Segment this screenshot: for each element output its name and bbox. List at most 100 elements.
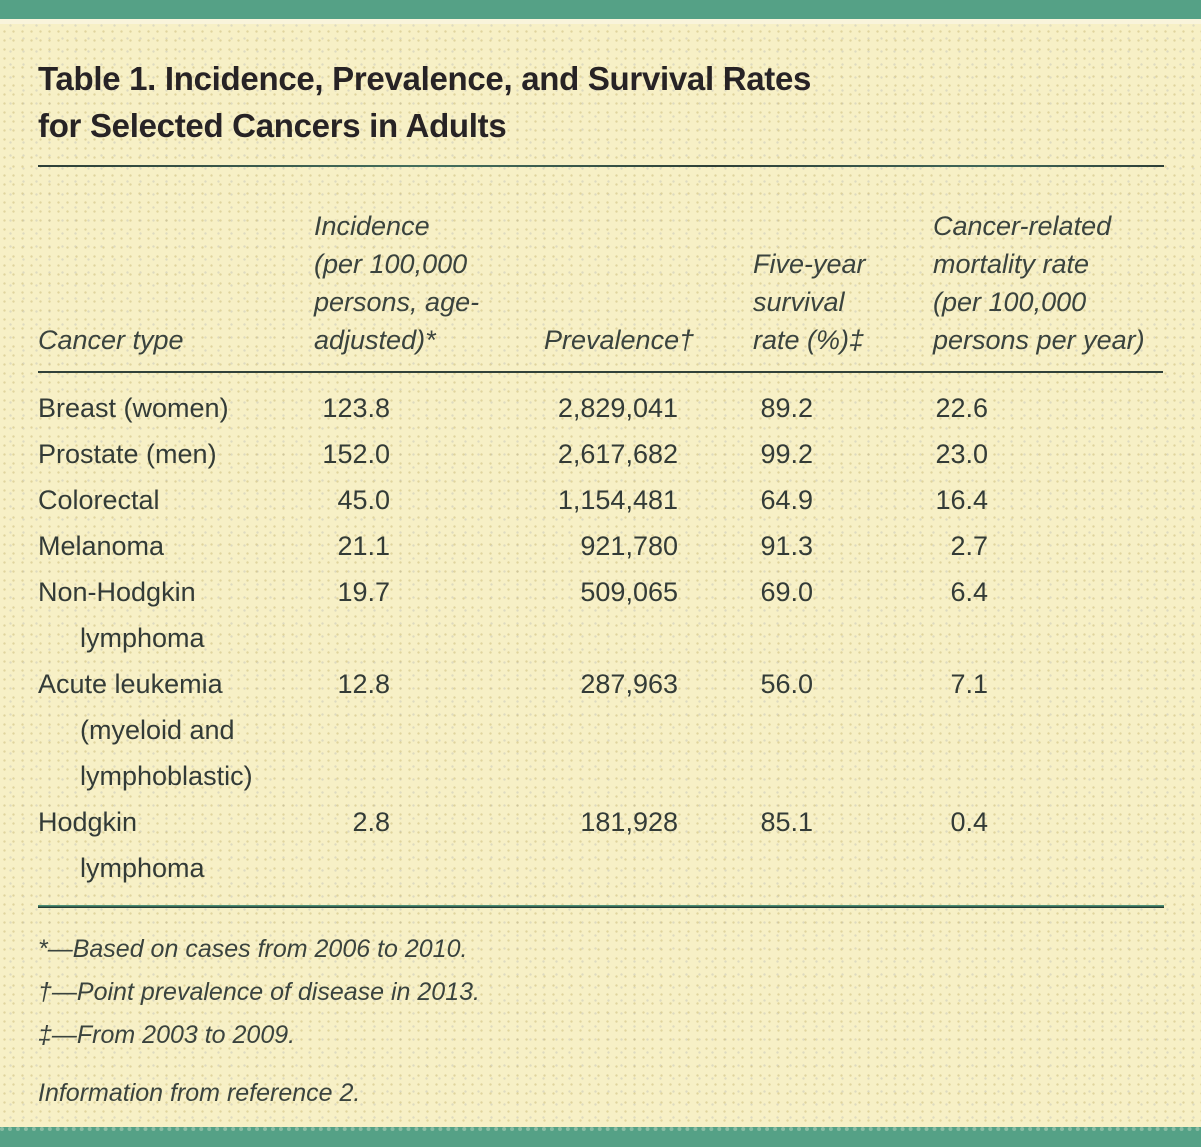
text-line: lymphoma [80,853,205,883]
source-note: Information from reference 2. [38,1079,361,1107]
survival-value: 91.3 [760,531,813,561]
cell-survival: 56.0 [753,661,933,799]
cell-survival: 99.2 [753,431,933,477]
cell-mortality: 16.4 [933,477,1163,523]
cell-incidence: 2.8 [314,799,544,891]
text-line: Cancer-related [933,211,1112,241]
col-header-survival: Five-year survival rate (%)‡ [753,207,933,373]
incidence-value: 2.8 [352,807,390,837]
text-line: Prostate (men) [38,439,217,469]
cell-prevalence: 2,617,682 [544,431,753,477]
cell-survival: 91.3 [753,523,933,569]
footnote-dagger: †—Point prevalence of disease in 2013. [38,978,480,1006]
col-header-mortality: Cancer-related mortality rate (per 100,000… [933,207,1163,373]
mortality-value: 22.6 [935,393,988,423]
table-body: Breast (women) 123.8 2,829,041 89.2 22.6 Pros… [38,372,1163,891]
survival-value: 64.9 [760,485,813,515]
cell-incidence: 152.0 [314,431,544,477]
prevalence-value: 509,065 [580,577,678,607]
cell-incidence: 12.8 [314,661,544,799]
cell-mortality: 22.6 [933,372,1163,431]
prevalence-value: 921,780 [580,531,678,561]
footnote-double-dagger: ‡—From 2003 to 2009. [38,1021,296,1049]
prevalence-value: 287,963 [580,669,678,699]
text-line: (per 100,000 [933,287,1087,317]
cell-incidence: 19.7 [314,569,544,661]
col-header-incidence: Incidence (per 100,000 persons, age-adjust… [314,207,544,373]
cell-prevalence: 1,154,481 [544,477,753,523]
table-row: Melanoma 21.1 921,780 91.3 2.7 [38,523,1163,569]
cell-survival: 69.0 [753,569,933,661]
mortality-value: 2.7 [950,531,988,561]
mortality-value: 6.4 [950,577,988,607]
mortality-value: 7.1 [950,669,988,699]
table-row: Non-Hodgkin lymphoma 19.7 509,065 69.0 6.4 [38,569,1163,661]
text-line: lymphoma [80,623,205,653]
incidence-value: 123.8 [322,393,390,423]
text-line: survival [753,287,845,317]
table-bottom-rule [38,905,1164,908]
prevalence-value: 2,829,041 [557,393,678,423]
cell-mortality: 23.0 [933,431,1163,477]
prevalence-value: 1,154,481 [557,485,678,515]
text-line: persons, age- [314,287,480,317]
table-title: Table 1. Incidence, Prevalence, and Surv… [38,55,1164,149]
cell-prevalence: 921,780 [544,523,753,569]
cell-cancer-type: Acute leukemia (myeloid and lymphoblastic) [38,661,314,799]
cell-cancer-type: Prostate (men) [38,431,314,477]
mortality-value: 16.4 [935,485,988,515]
prevalence-value: 2,617,682 [557,439,678,469]
text-line: Colorectal [38,485,160,515]
cell-survival: 64.9 [753,477,933,523]
cell-incidence: 123.8 [314,372,544,431]
text-line: Incidence [314,211,430,241]
cell-mortality: 0.4 [933,799,1163,891]
text-line: Hodgkin [38,807,138,837]
text-line: adjusted)* [314,325,436,355]
cell-cancer-type: Colorectal [38,477,314,523]
survival-value: 56.0 [760,669,813,699]
text-line: Acute leukemia [38,669,223,699]
table-row: Breast (women) 123.8 2,829,041 89.2 22.6 [38,372,1163,431]
cell-mortality: 6.4 [933,569,1163,661]
text-line: Five-year [753,249,866,279]
cell-prevalence: 287,963 [544,661,753,799]
text-line: Table 1. Incidence, Prevalence, and Surv… [38,60,812,97]
header-row: Cancer type Incidence (per 100,000 persons… [38,207,1163,373]
incidence-value: 45.0 [337,485,390,515]
survival-value: 99.2 [760,439,813,469]
footnotes: *—Based on cases from 2006 to 2010. †—Po… [38,934,1164,1108]
text-line: lymphoblastic) [80,761,253,791]
survival-value: 69.0 [760,577,813,607]
text-line: Melanoma [38,531,165,561]
mortality-value: 23.0 [935,439,988,469]
incidence-value: 21.1 [337,531,390,561]
text-line: (myeloid and [80,715,235,745]
table-row: Hodgkin lymphoma 2.8 181,928 85.1 0.4 [38,799,1163,891]
table-row: Prostate (men) 152.0 2,617,682 99.2 23.0 [38,431,1163,477]
cell-prevalence: 509,065 [544,569,753,661]
text-line: rate (%)‡ [753,325,865,355]
cell-survival: 85.1 [753,799,933,891]
cell-mortality: 7.1 [933,661,1163,799]
cell-cancer-type: Hodgkin lymphoma [38,799,314,891]
cell-incidence: 21.1 [314,523,544,569]
table-row: Acute leukemia (myeloid and lymphoblastic)… [38,661,1163,799]
text-line: Non-Hodgkin [38,577,196,607]
title-divider-rule [38,165,1164,167]
col-header-prevalence: Prevalence† [544,207,753,373]
mortality-value: 0.4 [950,807,988,837]
table-figure: Table 1. Incidence, Prevalence, and Surv… [38,24,1164,1108]
cell-survival: 89.2 [753,372,933,431]
cell-incidence: 45.0 [314,477,544,523]
col-header-cancer-type: Cancer type [38,207,314,373]
text-line: (per 100,000 [314,249,468,279]
cell-prevalence: 181,928 [544,799,753,891]
cell-prevalence: 2,829,041 [544,372,753,431]
prevalence-value: 181,928 [580,807,678,837]
text-line: Breast (women) [38,393,229,423]
cell-mortality: 2.7 [933,523,1163,569]
footnote-asterisk: *—Based on cases from 2006 to 2010. [38,935,468,963]
incidence-value: 152.0 [322,439,390,469]
cancer-statistics-table: Cancer type Incidence (per 100,000 persons… [38,207,1163,891]
